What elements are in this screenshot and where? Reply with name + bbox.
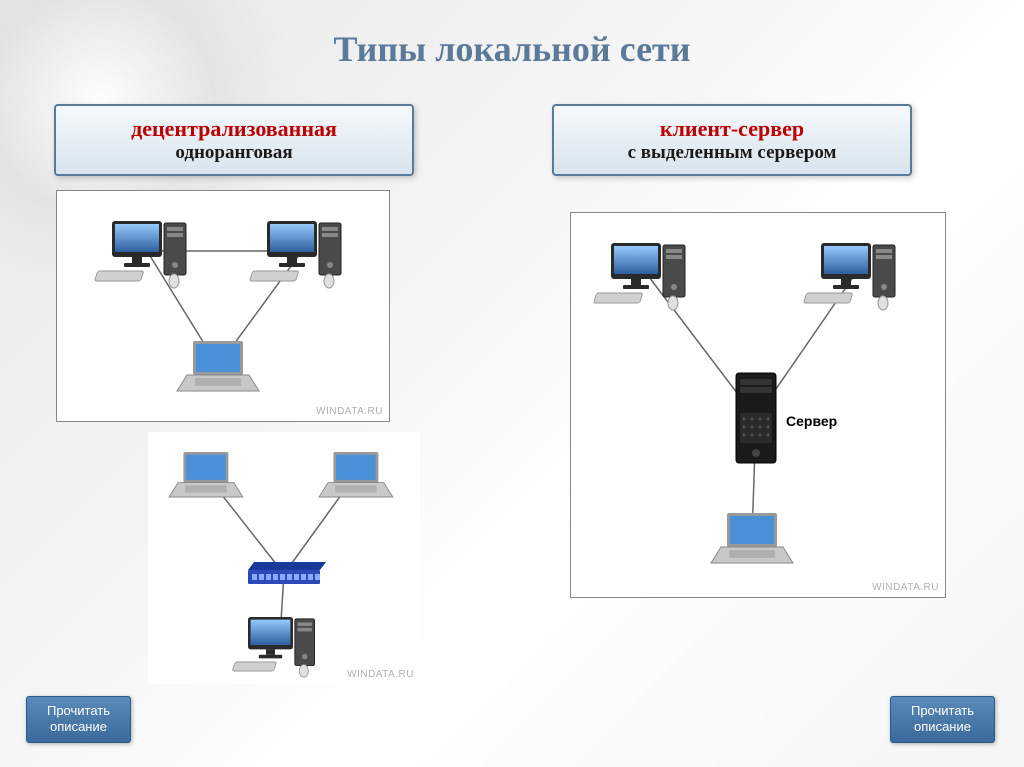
- type-box-decentralized: децентрализованная одноранговая: [54, 104, 414, 176]
- network-svg-3: [571, 213, 947, 599]
- diagram-switch-star: WINDATA.RU: [148, 432, 420, 684]
- watermark: WINDATA.RU: [347, 669, 414, 680]
- server-label: Сервер: [786, 413, 837, 429]
- heading-decentralized: децентрализованная: [64, 116, 404, 142]
- watermark: WINDATA.RU: [316, 406, 383, 417]
- subheading-peer: одноранговая: [64, 142, 404, 164]
- diagram-client-server: Сервер WINDATA.RU: [570, 212, 946, 598]
- diagram-peer-triangle: WINDATA.RU: [56, 190, 390, 422]
- network-svg-1: [57, 191, 391, 423]
- heading-client-server: клиент-сервер: [562, 116, 902, 142]
- subheading-dedicated: с выделенным сервером: [562, 142, 902, 164]
- type-box-client-server: клиент-сервер с выделенным сервером: [552, 104, 912, 176]
- watermark: WINDATA.RU: [872, 582, 939, 593]
- page-title: Типы локальной сети: [0, 28, 1024, 70]
- read-description-left-button[interactable]: Прочитать описание: [26, 696, 131, 743]
- network-svg-2: [148, 432, 420, 684]
- read-description-right-button[interactable]: Прочитать описание: [890, 696, 995, 743]
